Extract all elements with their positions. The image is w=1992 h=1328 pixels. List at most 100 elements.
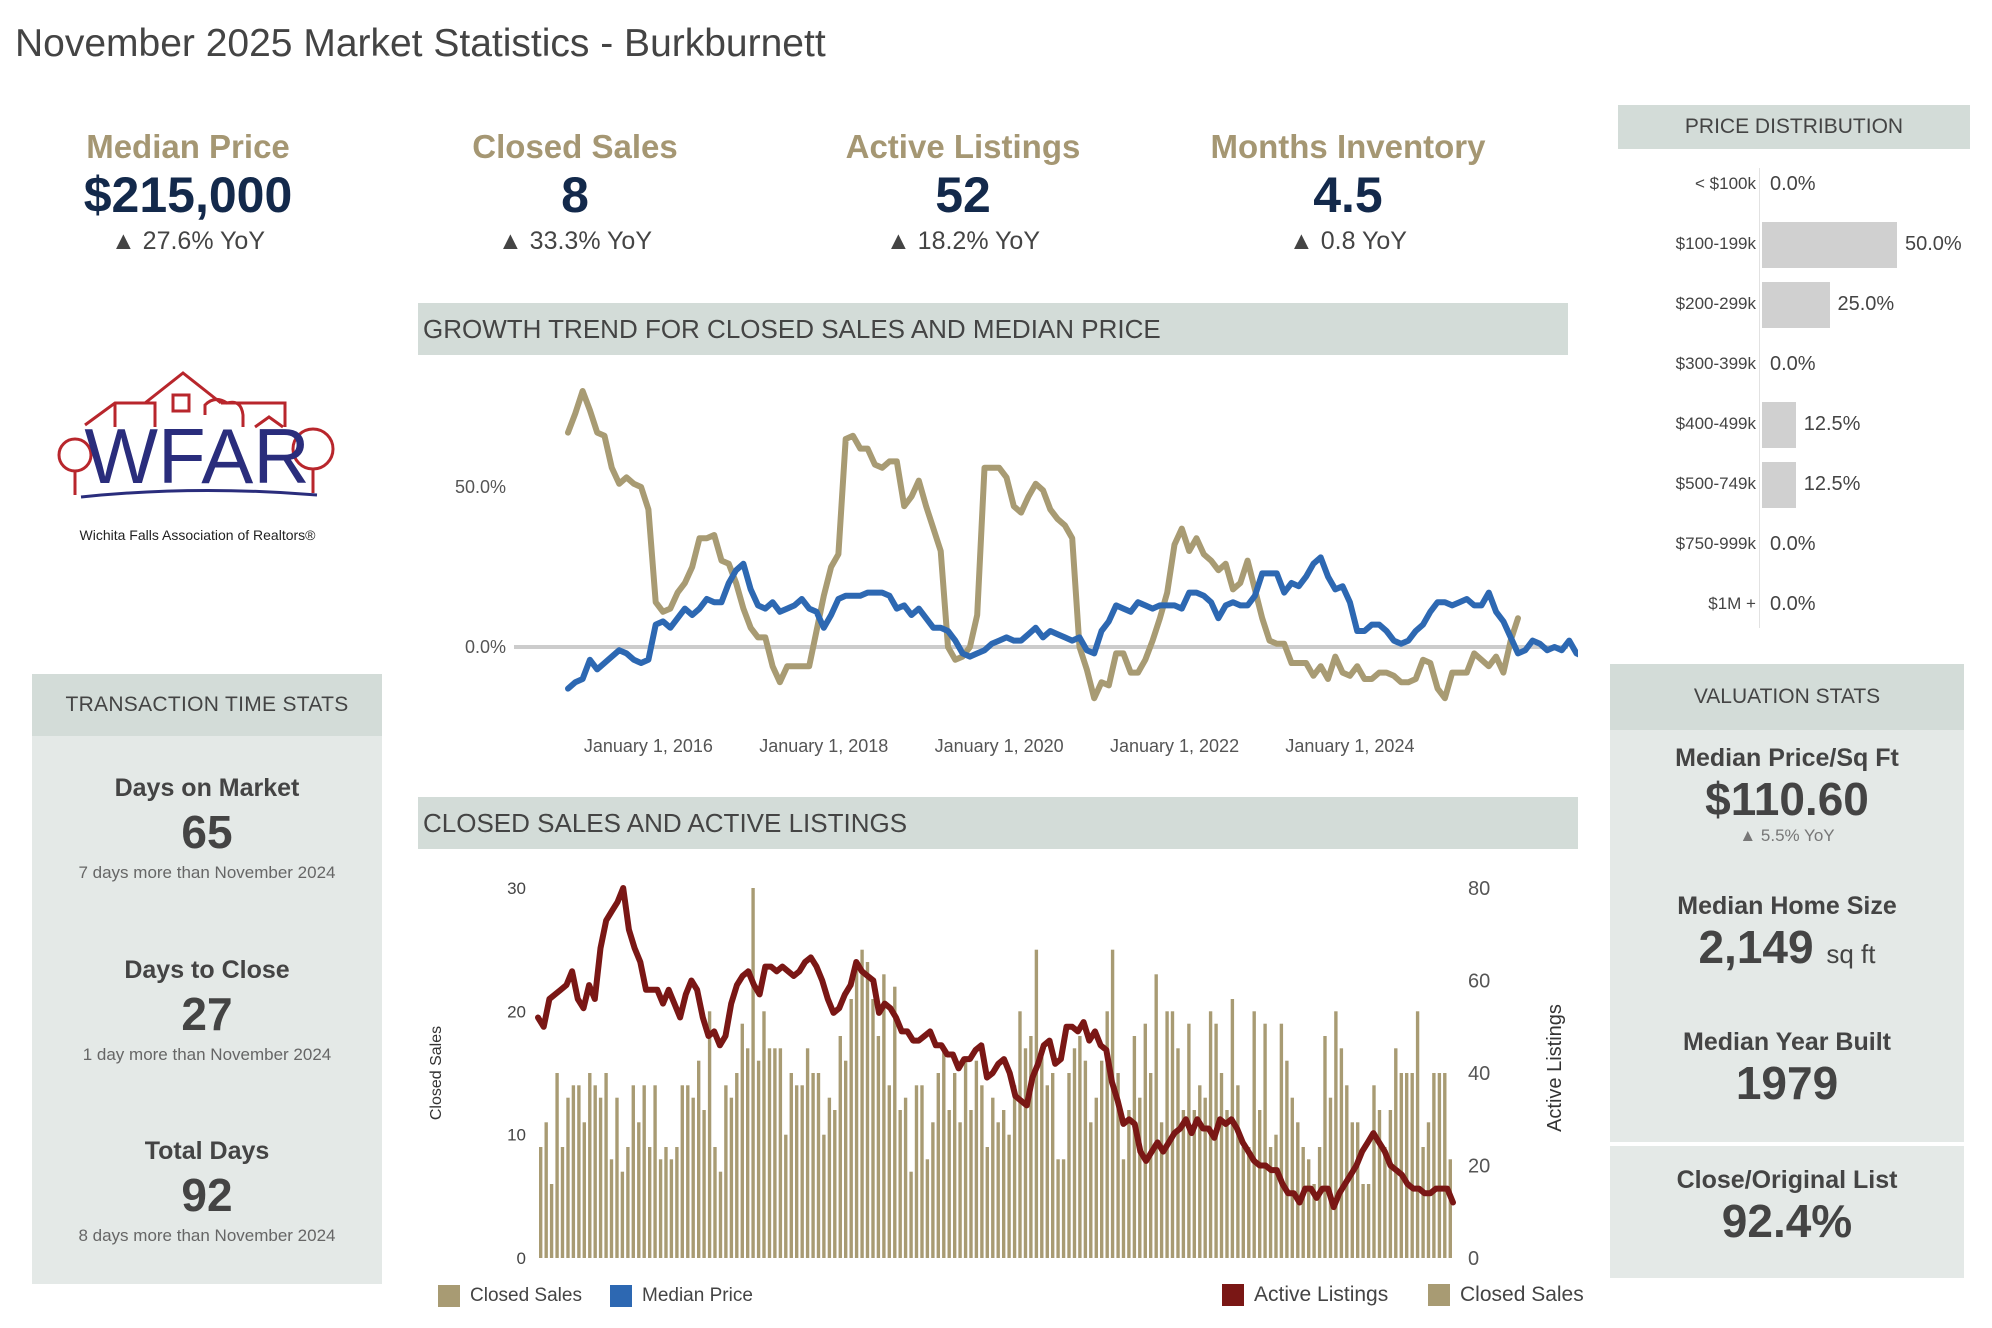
closed-sales-bar	[778, 1048, 783, 1258]
stat-note: ▲ 5.5% YoY	[1739, 825, 1835, 845]
closed-sales-bar	[631, 1085, 635, 1258]
closed-sales-bar	[1061, 1159, 1066, 1258]
closed-sales-bar	[1236, 1085, 1240, 1258]
price-category-label: $400-499k	[1675, 414, 1756, 433]
closed-sales-bar	[1214, 1023, 1218, 1258]
closed-sales-bar	[571, 1085, 576, 1258]
stat-note: 8 days more than November 2024	[78, 1226, 336, 1245]
closed-sales-bar	[1012, 1085, 1017, 1258]
y-tick-label: 50.0%	[455, 477, 506, 497]
y-tick-label: 10	[507, 1126, 526, 1145]
closed-sales-bar	[724, 1085, 728, 1258]
closed-sales-bar	[925, 1159, 930, 1258]
page-title: November 2025 Market Statistics - Burkbu…	[15, 22, 826, 65]
closed-sales-bar	[609, 1159, 614, 1258]
closed-sales-bar	[898, 1110, 902, 1258]
closed-sales-bar	[1383, 1147, 1387, 1258]
closed-sales-bar	[991, 1097, 995, 1258]
y-tick-label: 30	[507, 879, 526, 898]
closed-sales-bar	[882, 974, 886, 1258]
closed-sales-bar	[871, 999, 875, 1258]
closed-sales-bar	[1279, 1023, 1284, 1258]
closed-sales-bar	[1410, 1073, 1414, 1258]
closed-sales-bar	[1225, 1110, 1229, 1258]
price-percent-label: 0.0%	[1770, 593, 1816, 615]
x-tick-label: January 1, 2018	[759, 736, 888, 756]
closed-sales-bar	[980, 1085, 984, 1258]
closed-sales-active-listings-chart: 0 10 20 30 0 20 40 60 80 Closed Sales Active Listi…	[428, 878, 1566, 1270]
kpi-value: 4.5	[1313, 167, 1383, 223]
closed-sales-bar	[593, 1085, 597, 1258]
closed-sales-bar	[827, 1097, 832, 1258]
price-distribution-row: $100-199k 50.0%	[1618, 220, 1970, 270]
closed-sales-bar	[604, 1073, 608, 1258]
price-category-label: < $100k	[1695, 174, 1756, 193]
closed-sales-bar	[756, 1060, 761, 1258]
kpi-label: Active Listings	[845, 128, 1081, 165]
legend-swatch	[1222, 1284, 1244, 1306]
closed-sales-bar	[784, 1134, 788, 1258]
logo-house-icon: WFAR	[57, 371, 335, 500]
closed-sales-bar	[1029, 1036, 1033, 1258]
stat-label: Days on Market	[114, 774, 300, 802]
price-distribution-row: $500-749k 12.5%	[1618, 460, 1970, 510]
closed-sales-bar	[675, 1147, 679, 1258]
closed-sales-bar	[1241, 1147, 1245, 1258]
closed-sales-bar	[1377, 1110, 1382, 1258]
closed-sales-bar	[1181, 1110, 1186, 1258]
stat-value: 2,149 sq ft	[1610, 921, 1964, 974]
closed-sales-bar	[1192, 1110, 1196, 1258]
closed-sales-bar	[1230, 999, 1235, 1258]
x-tick-label: January 1, 2022	[1110, 736, 1239, 756]
median-home-size-stat: Median Home Size 2,149 sq ft	[1610, 892, 1964, 974]
closed-sales-bar	[1268, 1147, 1273, 1258]
kpi-value: $215,000	[83, 167, 293, 223]
closed-sales-bar	[1132, 1036, 1137, 1258]
closed-sales-bar	[1100, 1060, 1104, 1258]
closed-sales-bar	[838, 1036, 842, 1258]
closed-sales-bar	[658, 1159, 663, 1258]
closed-sales-bar	[1290, 1097, 1294, 1258]
stat-value: 1979	[1735, 1057, 1839, 1109]
closed-sales-bar	[1328, 1097, 1333, 1258]
logo-text: WFAR	[84, 412, 309, 500]
price-distribution-row: $300-399k 0.0%	[1618, 340, 1970, 390]
kpi-median-price: Median Price $215,000 ▲ 27.6% YoY	[18, 128, 358, 256]
kpi-value: 52	[935, 167, 991, 223]
closed-sales-bar	[707, 1011, 712, 1258]
closed-sales-bar	[1116, 1073, 1120, 1258]
closed-sales-bar	[1296, 1122, 1300, 1258]
closed-sales-bar	[1317, 1147, 1322, 1258]
closed-sales-bar	[577, 1085, 581, 1258]
price-percent-label: 0.0%	[1770, 353, 1816, 375]
price-percent-label: 50.0%	[1905, 233, 1962, 255]
closed-sales-bar	[626, 1147, 630, 1258]
closed-sales-bar	[615, 1097, 619, 1258]
closed-sales-bar	[1078, 1036, 1082, 1258]
stat-note: 7 days more than November 2024	[78, 863, 336, 882]
closed-sales-bar	[876, 1036, 881, 1258]
price-per-sqft-stat: Median Price/Sq Ft $110.60 ▲ 5.5% YoY	[1610, 744, 1964, 846]
closed-sales-bar	[1366, 1184, 1371, 1258]
active-listings-line	[535, 885, 1456, 1211]
closed-sales-bar	[1105, 1011, 1109, 1258]
kpi-yoy: ▲ 0.8 YoY	[1289, 227, 1407, 255]
legend-closed-sales-2: Closed Sales	[1428, 1283, 1584, 1307]
closed-sales-bar	[974, 1060, 979, 1258]
closed-sales-bar	[1252, 1011, 1256, 1258]
x-tick-label: January 1, 2016	[584, 736, 713, 756]
price-distribution-header: PRICE DISTRIBUTION	[1618, 105, 1970, 149]
closed-sales-bar	[1388, 1110, 1393, 1258]
closed-sales-bar	[735, 1073, 739, 1258]
closed-sales-bar	[1002, 1110, 1006, 1258]
closed-sales-bar	[740, 1023, 744, 1258]
home-size-value: 2,149	[1698, 921, 1814, 973]
price-distribution-bar	[1762, 402, 1796, 448]
kpi-label: Closed Sales	[472, 128, 678, 165]
closed-sales-bar	[1247, 1147, 1251, 1258]
closed-sales-bar	[985, 1147, 989, 1258]
closed-sales-bar	[1034, 949, 1039, 1258]
closed-sales-bar	[1323, 1036, 1327, 1258]
closed-sales-bar	[1219, 1073, 1224, 1258]
logo-tagline: Wichita Falls Association of Realtors®	[79, 527, 316, 543]
